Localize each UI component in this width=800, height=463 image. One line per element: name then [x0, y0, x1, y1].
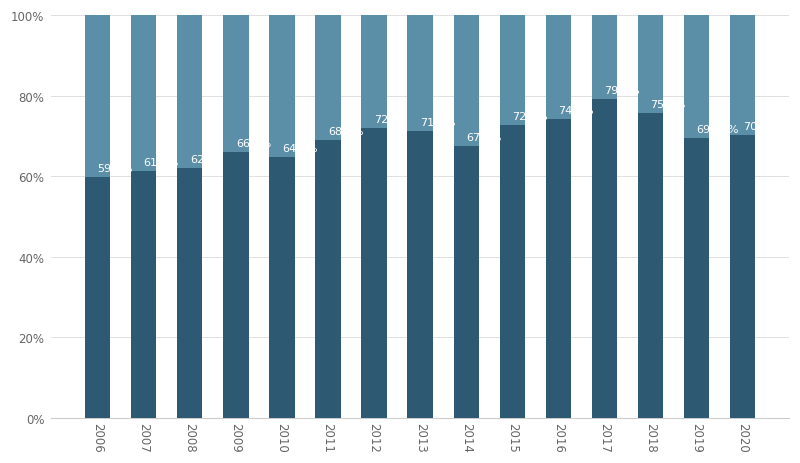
Bar [407, 132, 433, 418]
Bar [85, 16, 110, 178]
Bar [177, 16, 202, 169]
Bar [592, 16, 617, 100]
Bar [362, 16, 386, 129]
Bar [684, 16, 710, 138]
Bar [454, 16, 479, 146]
Text: 69.57%: 69.57% [697, 125, 739, 134]
Text: 68.9%: 68.9% [328, 127, 363, 137]
Bar [638, 114, 663, 418]
Bar [730, 136, 755, 418]
Bar [85, 178, 110, 418]
Text: 74.2%: 74.2% [558, 106, 594, 116]
Text: 75.6%: 75.6% [650, 100, 686, 110]
Bar [177, 169, 202, 418]
Bar [315, 16, 341, 141]
Bar [592, 100, 617, 418]
Bar [362, 129, 386, 418]
Bar [270, 157, 294, 418]
Text: 66.1%: 66.1% [236, 138, 271, 148]
Text: 70.2%: 70.2% [742, 122, 778, 132]
Text: 67.6%: 67.6% [466, 132, 502, 142]
Text: 72%: 72% [374, 115, 399, 125]
Bar [131, 171, 156, 418]
Text: 61.4%: 61.4% [144, 157, 179, 167]
Bar [223, 16, 249, 152]
Text: 71.2%: 71.2% [420, 118, 456, 128]
Bar [684, 138, 710, 418]
Text: 59.8%: 59.8% [98, 163, 133, 174]
Bar [131, 16, 156, 171]
Text: 72.7%: 72.7% [512, 112, 548, 122]
Bar [315, 141, 341, 418]
Bar [638, 16, 663, 114]
Text: 62%: 62% [190, 155, 214, 165]
Text: 64.8%: 64.8% [282, 144, 318, 154]
Bar [223, 152, 249, 418]
Bar [270, 16, 294, 157]
Bar [500, 126, 525, 418]
Bar [454, 146, 479, 418]
Bar [546, 16, 571, 120]
Bar [546, 120, 571, 418]
Text: 79.2%: 79.2% [605, 86, 640, 96]
Bar [407, 16, 433, 132]
Bar [730, 16, 755, 136]
Bar [500, 16, 525, 126]
